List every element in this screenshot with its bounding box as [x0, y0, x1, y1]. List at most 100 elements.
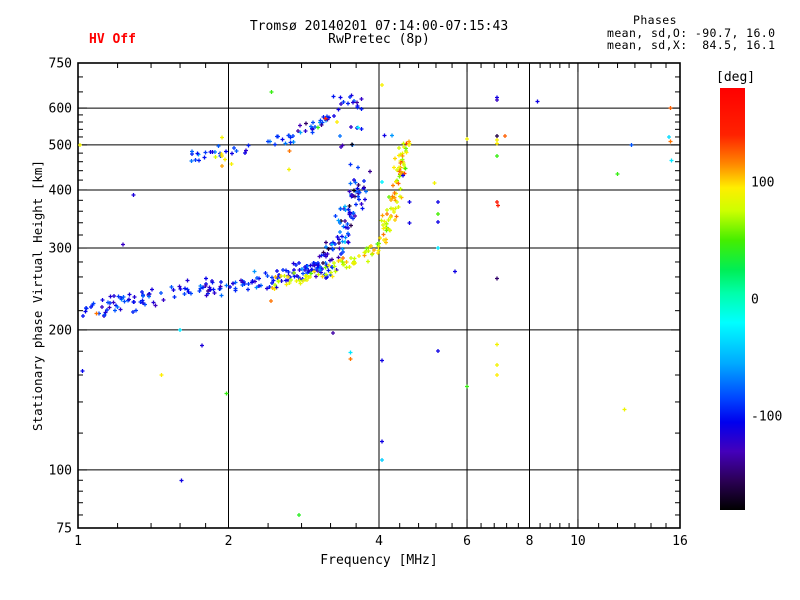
scatter-point	[186, 290, 191, 294]
scatter-point	[282, 274, 287, 278]
scatter-point	[342, 262, 346, 267]
scatter-point	[216, 144, 221, 148]
grid-lines	[78, 63, 680, 528]
scatter-point	[202, 155, 207, 160]
scatter-point	[400, 157, 405, 162]
scatter-point	[178, 287, 183, 291]
scatter-point	[189, 291, 193, 296]
scatter-point	[94, 311, 99, 316]
scatter-point	[359, 127, 364, 131]
scatter-point	[298, 130, 303, 135]
scatter-point	[331, 247, 335, 252]
scatter-point	[185, 287, 190, 292]
plot-subtitle: RwPretec (8p)	[328, 32, 430, 47]
scatter-point	[232, 146, 236, 150]
scatter-point	[306, 275, 311, 279]
scatter-point	[108, 294, 113, 299]
scatter-point	[386, 218, 391, 222]
scatter-point	[312, 269, 316, 274]
phase-stats-header: Phases	[633, 13, 677, 27]
scatter-point	[122, 299, 127, 304]
scatter-point	[382, 133, 387, 138]
scatter-point	[329, 270, 333, 275]
scatter-point	[195, 151, 200, 156]
scatter-point	[102, 313, 107, 317]
scatter-point	[407, 139, 411, 144]
scatter-point	[197, 158, 201, 163]
scatter-point	[153, 303, 158, 308]
scatter-point	[328, 258, 332, 263]
scatter-point	[465, 384, 469, 389]
scatter-point	[275, 269, 279, 273]
colorbar-tick-label: 100	[751, 175, 774, 190]
scatter-point	[204, 293, 209, 298]
y-tick-label: 600	[49, 102, 72, 117]
scatter-point	[292, 274, 297, 279]
scatter-point	[304, 121, 308, 126]
scatter-point	[269, 299, 273, 303]
x-tick-label: 16	[672, 534, 688, 549]
scatter-points	[78, 83, 674, 517]
scatter-point	[323, 116, 328, 121]
scatter-point	[121, 242, 125, 247]
scatter-point	[280, 137, 285, 142]
scatter-point	[296, 129, 300, 133]
scatter-point	[323, 252, 328, 257]
scatter-point	[270, 281, 274, 285]
scatter-point	[250, 279, 255, 283]
scatter-point	[141, 294, 145, 298]
scatter-point	[335, 235, 340, 239]
scatter-point	[336, 259, 341, 263]
scatter-point	[378, 236, 382, 240]
scatter-point	[273, 142, 277, 147]
scatter-point	[317, 254, 322, 259]
scatter-point	[436, 212, 440, 216]
scatter-point	[394, 214, 399, 219]
y-tick-label: 200	[49, 323, 72, 338]
scatter-point	[495, 154, 499, 158]
scatter-point	[338, 95, 343, 100]
scatter-point	[366, 249, 371, 253]
scatter-point	[311, 261, 316, 265]
scatter-point	[231, 281, 235, 286]
scatter-point	[356, 183, 361, 187]
scatter-point	[319, 123, 324, 127]
scatter-point	[331, 331, 335, 335]
scatter-point	[355, 100, 359, 105]
scatter-point	[363, 197, 367, 202]
scatter-point	[347, 204, 352, 208]
scatter-point	[316, 263, 321, 267]
scatter-point	[132, 295, 137, 299]
scatter-point	[352, 178, 356, 182]
x-tick-label: 1	[74, 534, 82, 549]
scatter-point	[233, 280, 238, 285]
scatter-point	[355, 186, 360, 191]
x-tick-label: 6	[463, 534, 471, 549]
scatter-point	[81, 314, 85, 318]
plot-title: Tromsø 20140201 07:14:00-07:15:43	[249, 19, 509, 34]
scatter-point	[297, 268, 302, 272]
scatter-point	[348, 357, 353, 361]
scatter-point	[309, 124, 313, 129]
scatter-point	[316, 125, 320, 130]
scatter-point	[400, 171, 404, 175]
scatter-point	[169, 285, 174, 289]
scatter-point	[297, 278, 302, 283]
scatter-point	[407, 200, 412, 204]
scatter-point	[292, 271, 296, 275]
scatter-point	[380, 458, 384, 462]
scatter-point	[131, 193, 136, 197]
scatter-point	[339, 252, 343, 256]
scatter-point	[392, 210, 396, 214]
scatter-point	[252, 269, 257, 274]
scatter-point	[89, 305, 93, 309]
y-tick-label: 300	[49, 242, 72, 257]
scatter-point	[393, 206, 398, 211]
phase-stats-x-mode: mean, sd,X: 84.5, 16.1	[607, 38, 776, 52]
scatter-point	[218, 284, 223, 289]
scatter-point	[385, 208, 389, 212]
scatter-point	[344, 265, 349, 270]
scatter-point	[111, 300, 116, 305]
scatter-point	[134, 308, 138, 313]
